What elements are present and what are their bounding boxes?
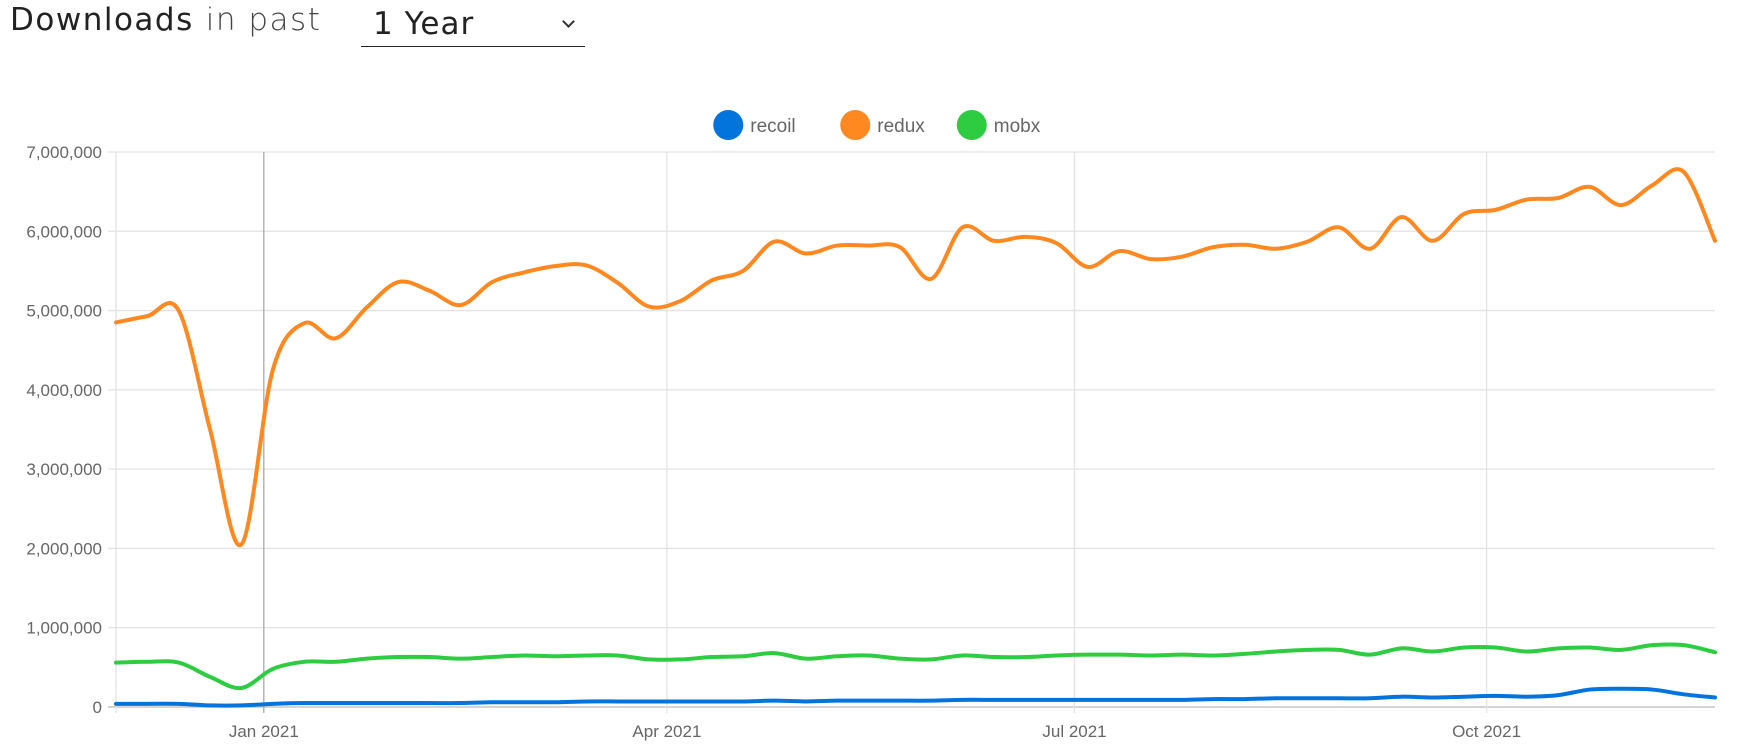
y-tick-label: 6,000,000 (26, 222, 102, 241)
y-tick-label: 0 (93, 698, 102, 717)
legend-swatch (956, 110, 987, 140)
y-tick-label: 2,000,000 (26, 539, 102, 558)
legend-label: redux (877, 116, 925, 137)
series-line-recoil (114, 686, 1717, 708)
y-tick-label: 5,000,000 (26, 302, 102, 321)
period-select[interactable]: 1 Year (361, 4, 585, 47)
legend-item-redux[interactable]: redux (840, 110, 925, 140)
legend-label: mobx (994, 116, 1041, 137)
x-tick-label: Oct 2021 (1452, 722, 1521, 741)
y-tick-label: 1,000,000 (26, 619, 102, 638)
period-select-value: 1 Year (373, 6, 475, 42)
page-heading: Downloads in past (10, 2, 321, 52)
x-tick-label: Jul 2021 (1042, 722, 1106, 741)
series-line-mobx (114, 642, 1717, 691)
y-tick-label: 4,000,000 (26, 381, 102, 400)
legend-label: recoil (750, 116, 795, 137)
legend-item-mobx[interactable]: mobx (956, 110, 1041, 140)
heading-in-past: in past (205, 2, 322, 38)
legend-swatch (713, 110, 744, 140)
legend-item-recoil[interactable]: recoil (713, 110, 796, 140)
heading-downloads: Downloads (10, 2, 194, 38)
legend-swatch (840, 110, 871, 140)
y-tick-label: 7,000,000 (26, 143, 102, 162)
series-line-redux (114, 167, 1717, 548)
y-tick-label: 3,000,000 (26, 460, 102, 479)
x-tick-label: Apr 2021 (632, 722, 701, 741)
x-tick-label: Jan 2021 (229, 722, 299, 741)
